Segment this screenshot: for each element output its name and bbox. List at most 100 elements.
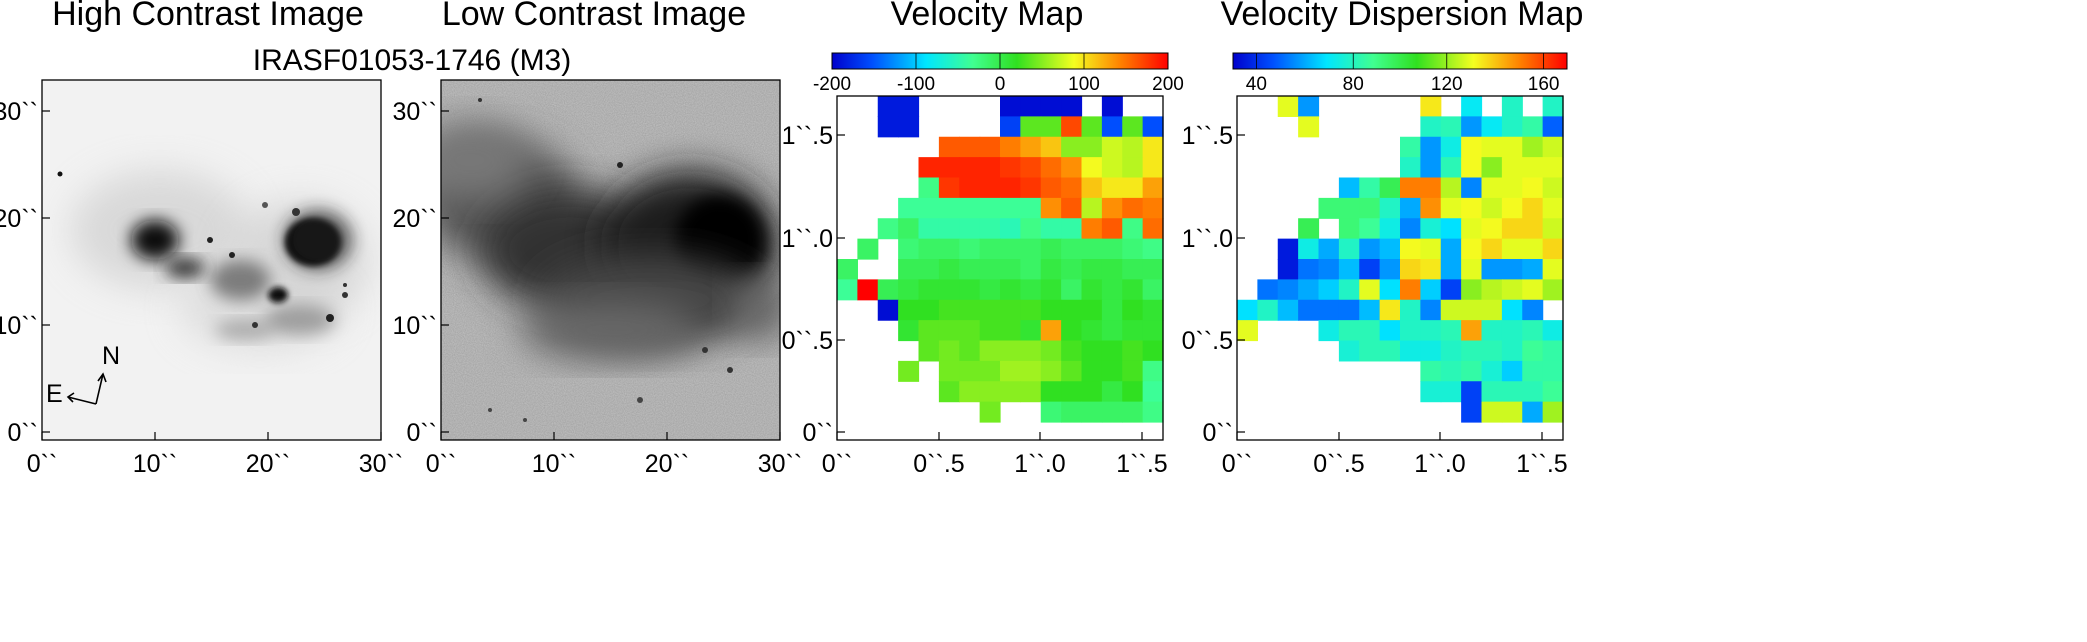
heatmap-cell	[959, 279, 981, 301]
heatmap-cell	[1400, 136, 1421, 158]
heatmap-cell	[1400, 340, 1421, 362]
heatmap-cell	[1020, 340, 1042, 362]
compass-arrows	[66, 372, 107, 405]
heatmap-cell	[1501, 177, 1523, 199]
heatmap-cell	[1461, 197, 1483, 219]
heatmap-cell	[1400, 279, 1421, 301]
heatmap-cell	[1081, 136, 1103, 158]
heatmap-cell	[1142, 116, 1164, 138]
heatmap-cell	[1501, 401, 1523, 423]
heatmap-cell	[1379, 299, 1401, 321]
heatmap-cell	[1440, 299, 1462, 321]
heatmap-cell	[959, 299, 981, 321]
heatmap-cell	[1040, 360, 1062, 382]
heatmap-cell	[979, 299, 1001, 321]
heatmap-cell	[1542, 157, 1564, 179]
heatmap-cell	[1501, 340, 1523, 362]
heatmap-cell	[877, 218, 899, 240]
heatmap-cell	[1359, 259, 1381, 280]
x-tick-label: 30``	[758, 450, 802, 478]
heatmap-cell	[938, 340, 960, 362]
heatmap-cell	[1379, 238, 1401, 260]
heatmap-cell	[959, 136, 981, 158]
heatmap-cell	[1440, 177, 1462, 199]
heatmap-cell	[1061, 96, 1083, 117]
low-contrast-image	[441, 80, 780, 440]
heatmap-cell	[959, 177, 981, 199]
heatmap-cell	[1522, 320, 1544, 342]
heatmap-cell	[1081, 360, 1103, 382]
heatmap-cell	[1420, 197, 1442, 219]
heatmap-cell	[1481, 401, 1503, 423]
heatmap-cell	[1522, 197, 1544, 219]
heatmap-cell	[1338, 259, 1360, 280]
heatmap-cell	[1061, 381, 1083, 403]
heatmap-cell	[1440, 381, 1462, 403]
heatmap-cell	[1481, 197, 1503, 219]
heatmap-cell	[918, 299, 940, 321]
heatmap-cell	[938, 177, 960, 199]
y-tick-label: 1``.5	[1182, 122, 1233, 150]
heatmap-cell	[979, 177, 1001, 199]
heatmap-cell	[938, 279, 960, 301]
heatmap-cell	[1122, 238, 1144, 260]
heatmap-cell	[1420, 381, 1442, 403]
heatmap-cell	[1400, 197, 1421, 219]
heatmap-cell	[1481, 136, 1503, 158]
x-tick-label: 0``	[822, 450, 853, 478]
heatmap-cell	[898, 320, 920, 342]
panel-title-high-contrast: High Contrast Image	[52, 0, 364, 33]
heatmap-cell	[1440, 340, 1462, 362]
heatmap-cell	[1020, 136, 1042, 158]
heatmap-cell	[1000, 299, 1021, 321]
heatmap-cell	[1081, 116, 1103, 138]
heatmap-cell	[918, 218, 940, 240]
x-tick-label: 0``	[1222, 450, 1253, 478]
heatmap-cell	[1379, 320, 1401, 342]
heatmap-cell	[1000, 136, 1021, 158]
heatmap-cell	[1061, 177, 1083, 199]
heatmap-cell	[1020, 157, 1042, 179]
heatmap-cell	[1122, 381, 1144, 403]
heatmap-cell	[1542, 177, 1564, 199]
heatmap-cell	[1359, 238, 1381, 260]
heatmap-cell	[1440, 197, 1462, 219]
heatmap-cell	[1461, 299, 1483, 321]
y-tick-label: 20``	[393, 205, 437, 233]
heatmap-cell	[1061, 299, 1083, 321]
figure-supertitle: IRASF01053-1746 (M3)	[253, 44, 572, 77]
heatmap-cell	[1338, 320, 1360, 342]
heatmap-cell	[1122, 116, 1144, 138]
compass-east-label: E	[46, 380, 63, 408]
x-tick-label: 1``.5	[1116, 450, 1167, 478]
heatmap-cell	[959, 238, 981, 260]
heatmap-cell	[1379, 279, 1401, 301]
heatmap-cell	[938, 381, 960, 403]
heatmap-cell	[857, 238, 879, 260]
heatmap-cell	[1359, 340, 1381, 362]
heatmap-cell	[1501, 218, 1523, 240]
heatmap-cell	[1081, 340, 1103, 362]
heatmap-cell	[1481, 116, 1503, 138]
heatmap-cell	[877, 299, 899, 321]
y-tick-label: 0``	[1202, 419, 1233, 447]
heatmap-cell	[1277, 299, 1299, 321]
heatmap-cell	[1000, 177, 1021, 199]
heatmap-cell	[1379, 218, 1401, 240]
x-tick-label: 10``	[133, 450, 177, 478]
heatmap-cell	[1461, 259, 1483, 280]
heatmap-cell	[1142, 259, 1164, 280]
heatmap-cell	[959, 157, 981, 179]
heatmap-cell	[1522, 340, 1544, 362]
y-tick-label: 0``	[7, 419, 38, 447]
heatmap-cell	[1061, 136, 1083, 158]
heatmap-cell	[1142, 360, 1164, 382]
heatmap-cell	[1101, 299, 1123, 321]
heatmap-cell	[1461, 96, 1483, 117]
y-tick-label: 0``	[406, 419, 437, 447]
heatmap-cell	[979, 401, 1001, 423]
heatmap-cell	[1000, 238, 1021, 260]
heatmap-cell	[1142, 218, 1164, 240]
heatmap-cell	[1420, 299, 1442, 321]
colorbar-tick-label: 40	[1246, 74, 1267, 95]
